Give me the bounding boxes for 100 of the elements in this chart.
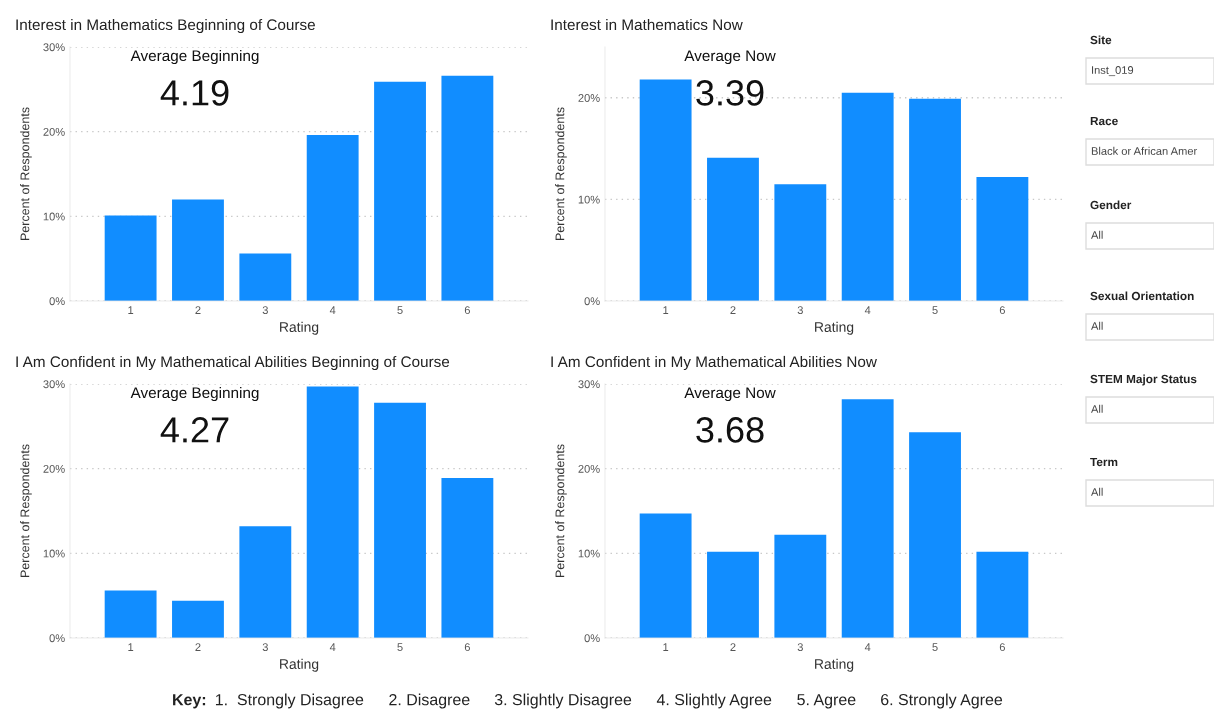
bar bbox=[909, 432, 961, 638]
annotation: 4.19 bbox=[160, 80, 229, 106]
annotation: Average Now bbox=[684, 50, 776, 65]
text: 2. Disagree bbox=[389, 693, 470, 709]
bar bbox=[172, 600, 224, 638]
x-tick-label: 5 bbox=[932, 306, 938, 315]
x-tick-label: 2 bbox=[730, 306, 736, 314]
bar bbox=[639, 513, 692, 638]
bar bbox=[104, 215, 157, 301]
chart-title: I Am Confident in My Mathematical Abilities Now bbox=[551, 355, 877, 371]
x-tick-label: 2 bbox=[730, 643, 736, 651]
x-tick-label: 4 bbox=[329, 306, 336, 314]
bar bbox=[374, 402, 426, 638]
x-tick-label: 1 bbox=[128, 643, 134, 651]
bar bbox=[976, 551, 1029, 638]
x-tick-label: 3 bbox=[262, 643, 268, 652]
y-axis-title: Percent of Respondents bbox=[555, 444, 567, 578]
text: Term bbox=[1090, 457, 1118, 467]
bar bbox=[306, 386, 359, 638]
y-tick-label: 30% bbox=[43, 380, 65, 389]
bar bbox=[306, 135, 359, 301]
x-tick-label: 6 bbox=[464, 306, 470, 315]
x-axis-title: Rating bbox=[280, 658, 319, 672]
bar bbox=[774, 184, 827, 301]
y-axis-title: Percent of Respondents bbox=[555, 107, 567, 241]
bar bbox=[104, 590, 157, 638]
x-tick-label: 6 bbox=[999, 643, 1005, 652]
bar bbox=[441, 477, 494, 638]
text: STEM Major Status bbox=[1090, 374, 1197, 386]
bar bbox=[707, 551, 759, 638]
text: Race bbox=[1090, 116, 1118, 126]
y-tick-label: 20% bbox=[578, 464, 600, 473]
y-tick-label: 10% bbox=[578, 549, 600, 558]
text: All bbox=[1091, 487, 1103, 496]
text: Key: bbox=[173, 694, 206, 709]
text: 4. Slightly Agree bbox=[656, 693, 772, 709]
bar bbox=[841, 92, 894, 301]
text: 5. Agree bbox=[797, 694, 856, 709]
annotation: Average Beginning bbox=[130, 49, 259, 65]
annotation: Average Now bbox=[684, 387, 776, 402]
bar bbox=[976, 177, 1029, 301]
y-tick-label: 10% bbox=[43, 212, 65, 221]
chart-title: Interest in Mathematics Beginning of Course bbox=[16, 18, 315, 34]
text: All bbox=[1091, 404, 1103, 413]
y-tick-label: 20% bbox=[43, 464, 65, 473]
text: Sexual Orientation bbox=[1090, 291, 1194, 301]
text: Gender bbox=[1090, 200, 1132, 210]
y-tick-label: 30% bbox=[43, 43, 65, 52]
text: Inst_019 bbox=[1092, 66, 1134, 77]
x-tick-label: 6 bbox=[999, 306, 1005, 315]
y-axis-title: Percent of Respondents bbox=[20, 107, 32, 241]
bar bbox=[909, 98, 961, 301]
bar bbox=[239, 253, 292, 301]
x-axis-title: Rating bbox=[815, 658, 854, 672]
x-tick-label: 2 bbox=[195, 306, 201, 314]
y-tick-label: 0% bbox=[49, 634, 65, 643]
x-axis-title: Rating bbox=[815, 321, 854, 335]
bar bbox=[707, 157, 759, 301]
chart-title: Interest in Mathematics Now bbox=[551, 18, 743, 31]
chart-title: I Am Confident in My Mathematical Abilities Beginning of Course bbox=[16, 355, 450, 371]
x-tick-label: 4 bbox=[864, 643, 871, 651]
y-tick-label: 0% bbox=[584, 634, 600, 643]
bar bbox=[639, 79, 692, 301]
y-tick-label: 10% bbox=[578, 195, 600, 204]
text: 3. Slightly Disagree bbox=[494, 693, 632, 709]
annotation: Average Beginning bbox=[130, 386, 259, 402]
x-tick-label: 5 bbox=[932, 643, 938, 652]
x-axis-title: Rating bbox=[280, 321, 319, 335]
text: Black or African Amer bbox=[1091, 146, 1198, 155]
bar bbox=[441, 75, 494, 301]
x-tick-label: 5 bbox=[397, 643, 403, 652]
text: 1. Strongly Disagree bbox=[215, 693, 364, 709]
x-tick-label: 4 bbox=[329, 643, 336, 651]
x-tick-label: 6 bbox=[464, 643, 470, 652]
x-tick-label: 3 bbox=[797, 306, 803, 315]
y-tick-label: 30% bbox=[578, 380, 600, 389]
text: Site bbox=[1090, 35, 1112, 45]
y-tick-label: 20% bbox=[43, 127, 65, 136]
text: All bbox=[1091, 321, 1103, 330]
x-tick-label: 5 bbox=[397, 306, 403, 315]
text: All bbox=[1091, 230, 1103, 239]
text: 6. Strongly Agree bbox=[881, 693, 1003, 709]
x-tick-label: 1 bbox=[663, 643, 669, 651]
y-axis-title: Percent of Respondents bbox=[20, 444, 32, 578]
annotation: 3.39 bbox=[696, 80, 764, 106]
x-tick-label: 1 bbox=[663, 306, 669, 314]
y-tick-label: 20% bbox=[578, 94, 600, 102]
bar bbox=[841, 399, 894, 638]
y-tick-label: 0% bbox=[49, 297, 65, 306]
annotation: 3.68 bbox=[696, 417, 764, 443]
annotation: 4.27 bbox=[160, 417, 229, 443]
bar bbox=[172, 199, 224, 301]
bar bbox=[374, 81, 426, 301]
x-tick-label: 3 bbox=[262, 306, 268, 315]
x-tick-label: 3 bbox=[797, 643, 803, 652]
x-tick-label: 1 bbox=[128, 306, 134, 314]
x-tick-label: 4 bbox=[864, 306, 871, 314]
y-tick-label: 0% bbox=[584, 297, 600, 306]
bar bbox=[774, 534, 827, 638]
x-tick-label: 2 bbox=[195, 643, 201, 651]
